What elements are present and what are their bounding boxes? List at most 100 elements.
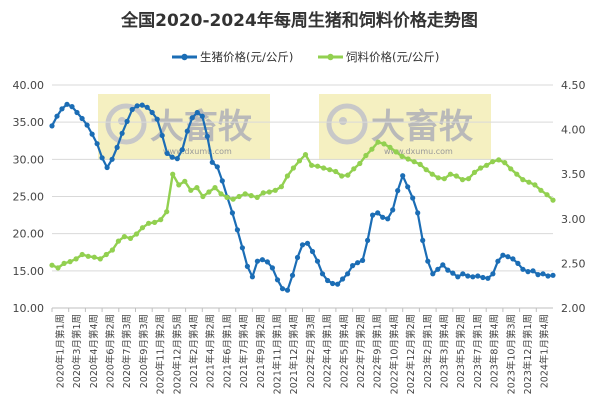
data-point (411, 159, 417, 165)
y-right-tick-label: 2.00 (561, 302, 586, 315)
data-point (500, 252, 506, 258)
data-point (73, 256, 79, 262)
data-point (189, 115, 195, 121)
data-point (109, 247, 115, 253)
data-point (212, 185, 218, 191)
watermarks: 大畜牧 www.dxumu.com 大畜牧 www.dxumu.com (98, 94, 491, 160)
data-point (327, 167, 333, 173)
x-tick-label: 2021年6月第1周 (221, 314, 233, 388)
data-point (89, 131, 95, 137)
data-point (239, 245, 245, 251)
data-point (204, 133, 210, 139)
x-tick-label: 2020年7月第3周 (121, 314, 133, 388)
data-point (174, 156, 180, 162)
watermark-right-logo-dot (339, 117, 347, 125)
data-point (455, 274, 461, 280)
y-right-tick-label: 3.50 (561, 168, 586, 181)
data-point (97, 256, 103, 262)
data-point (289, 272, 296, 278)
data-point (375, 139, 381, 145)
data-point (459, 177, 466, 183)
data-point (535, 272, 541, 278)
data-point (330, 280, 336, 287)
data-point (55, 265, 61, 271)
data-point (94, 141, 100, 147)
data-point (309, 248, 316, 255)
y-axis-left: 10.00 15.00 20.00 25.00 30.00 35.00 40.00 (13, 79, 45, 315)
data-point (360, 257, 366, 263)
data-point (345, 172, 351, 178)
data-point (496, 157, 502, 163)
data-point (249, 274, 255, 280)
data-point (540, 271, 546, 277)
data-point (279, 286, 286, 292)
data-point (490, 271, 496, 277)
data-point (115, 238, 121, 244)
data-point (480, 274, 486, 281)
data-point (179, 147, 185, 153)
data-point (340, 276, 346, 282)
x-tick-label: 2023年8月第4周 (489, 314, 501, 388)
data-point (224, 194, 230, 200)
data-point (104, 164, 110, 171)
data-point (526, 179, 532, 185)
x-tick-label: 2021年2月第4周 (188, 314, 200, 388)
data-point (274, 277, 281, 283)
watermark-left-text: 大畜牧 (150, 107, 253, 147)
x-tick-label: 2023年7月第1周 (472, 314, 484, 388)
data-point (164, 150, 170, 156)
x-tick-label: 2023年10月第3周 (505, 314, 517, 394)
data-point (109, 156, 115, 162)
data-point (299, 242, 306, 248)
data-point (475, 273, 481, 279)
watermark-right: 大畜牧 www.dxumu.com (319, 94, 491, 160)
data-point (314, 258, 321, 264)
x-tick-label: 2023年12月第1周 (522, 314, 534, 394)
data-point (254, 194, 260, 200)
data-point (370, 212, 376, 218)
data-point (423, 167, 429, 173)
data-point (188, 187, 194, 193)
data-point (309, 162, 315, 168)
data-point (351, 166, 357, 172)
series-line (51, 140, 554, 270)
data-point (200, 193, 206, 200)
y-left-tick-label: 15.00 (13, 265, 45, 278)
x-tick-label: 2024年1月第4周 (539, 314, 551, 388)
data-point (315, 163, 321, 169)
x-tick-label: 2020年11月第2周 (155, 314, 167, 394)
data-point (229, 210, 235, 216)
data-point (420, 237, 426, 243)
x-tick-label: 2020年4月第4周 (88, 314, 100, 388)
y-left-tick-label: 10.00 (13, 302, 45, 315)
data-point (460, 271, 466, 277)
data-point (234, 227, 240, 233)
data-point (525, 269, 531, 275)
x-tick-label: 2020年1月第1周 (54, 314, 66, 388)
data-point (184, 128, 190, 134)
y-right-tick-label: 4.50 (561, 79, 586, 92)
data-point (441, 176, 447, 182)
data-point (209, 159, 215, 165)
data-point (219, 178, 225, 184)
data-point (425, 258, 431, 264)
data-point (321, 165, 327, 171)
series-hog-price (49, 101, 556, 293)
data-point (259, 257, 265, 263)
data-point (395, 188, 401, 194)
data-point (545, 273, 551, 279)
data-point (294, 254, 301, 261)
data-point (445, 267, 451, 273)
data-point (146, 220, 152, 226)
data-point (350, 263, 356, 269)
data-point (169, 154, 175, 160)
data-point (363, 152, 369, 159)
data-point (194, 185, 200, 191)
x-tick-label: 2021年11月第1周 (271, 314, 283, 394)
data-point (381, 141, 387, 147)
data-point (69, 104, 75, 110)
data-point (248, 193, 254, 199)
data-point (158, 217, 164, 223)
x-tick-label: 2021年9月第2周 (255, 314, 267, 388)
